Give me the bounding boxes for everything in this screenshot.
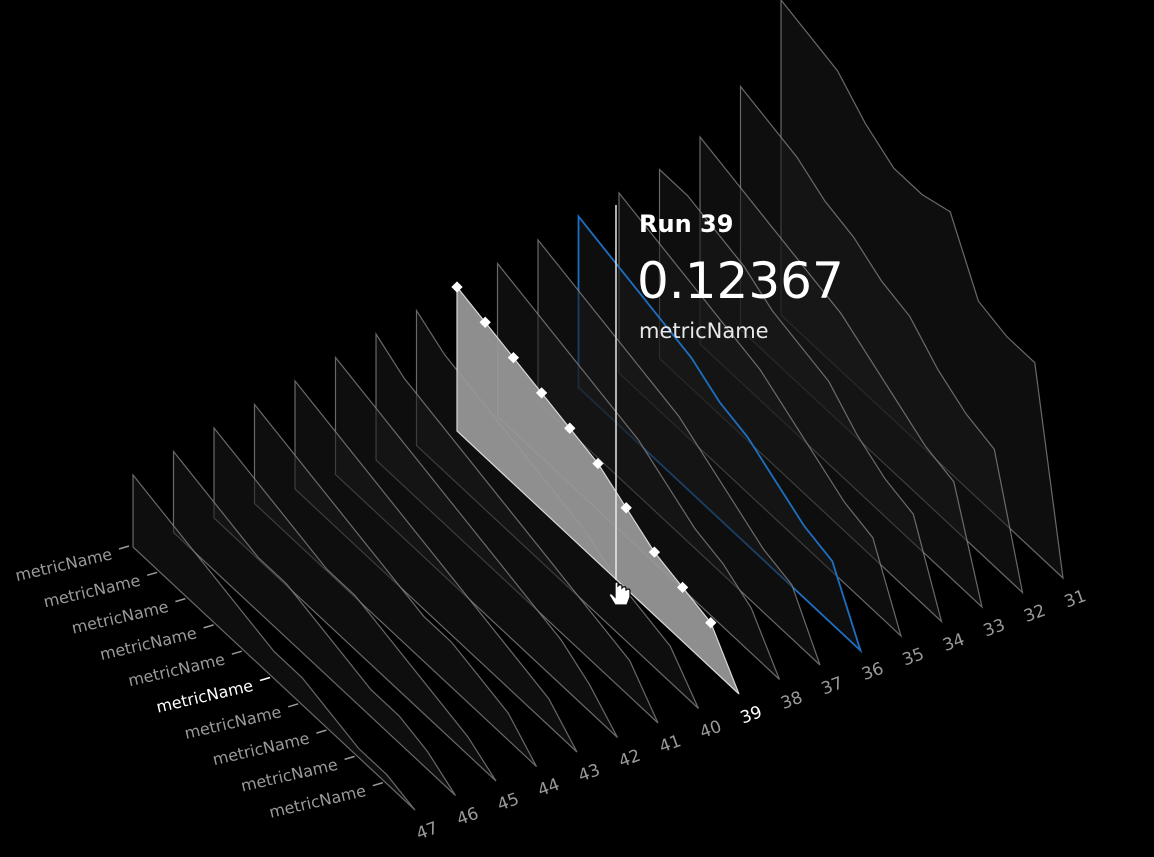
tooltip-run-label: Run 39	[639, 210, 733, 238]
x-tick-label: 31	[1062, 586, 1089, 612]
tooltip: Run 39 0.12367 metricName	[615, 205, 844, 580]
data-point-run-39	[620, 502, 632, 514]
ridge-run-33	[699, 135, 984, 609]
x-tick-label: 35	[900, 644, 927, 670]
ridge-run-46	[172, 449, 457, 796]
ridge-run-36-selected	[577, 213, 863, 654]
y-tick-mark	[175, 597, 186, 603]
ridge-run-44	[253, 402, 538, 767]
x-tick-label: 46	[454, 804, 481, 830]
y-tick-mark	[344, 755, 355, 761]
x-tick-label: 34	[940, 630, 967, 656]
y-axis: metricNamemetricNamemetricNamemetricName…	[13, 544, 384, 822]
ridge-run-37	[537, 238, 821, 666]
y-tick-mark	[203, 624, 214, 629]
ridge-run-32	[739, 84, 1024, 595]
data-point-run-39	[676, 581, 689, 594]
x-tick-label: 41	[657, 731, 684, 757]
x-tick-label: 45	[495, 789, 522, 815]
y-tick-mark	[259, 676, 271, 682]
y-tick-mark	[231, 650, 243, 655]
ridge-run-42	[334, 355, 619, 738]
y-tick-label: metricName	[267, 781, 367, 822]
x-tick-label: 37	[819, 673, 846, 699]
x-tick-label: 38	[778, 688, 805, 714]
x-tick-label: 43	[576, 760, 603, 786]
ridge-run-47	[132, 473, 416, 811]
y-tick-mark	[118, 545, 130, 550]
x-tick-label: 39	[738, 702, 765, 728]
data-point-run-39	[648, 546, 661, 558]
x-tick-label: 42	[616, 746, 643, 772]
ridge-run-43	[294, 379, 578, 753]
x-tick-label: 33	[981, 615, 1008, 641]
tooltip-value: 0.12367	[637, 252, 844, 310]
ridge-run-45	[213, 426, 497, 782]
hand-cursor-icon	[608, 581, 631, 606]
tooltip-metric: metricName	[639, 319, 769, 343]
x-tick-label: 44	[535, 775, 562, 801]
ridge-run-41	[375, 331, 659, 724]
ridge-run-31	[780, 0, 1064, 580]
data-point-run-39	[479, 316, 491, 328]
x-tick-label: 32	[1021, 601, 1048, 627]
ridge-run-34	[658, 168, 943, 624]
ridge-run-38	[496, 261, 781, 680]
data-point-run-39	[451, 281, 463, 293]
y-tick-mark	[287, 703, 299, 708]
data-point-run-39	[564, 422, 576, 434]
data-point-run-39	[705, 617, 717, 629]
data-point-run-39	[592, 457, 604, 470]
x-tick-label: 40	[697, 717, 724, 743]
data-point-run-39	[535, 387, 548, 399]
x-tick-label: 36	[859, 659, 886, 685]
y-tick-mark	[372, 781, 384, 787]
ridge-layer	[132, 0, 1064, 811]
y-tick-mark	[146, 571, 158, 577]
ridge-run-35	[618, 191, 903, 638]
x-tick-label: 47	[414, 818, 441, 844]
y-tick-mark	[316, 729, 327, 734]
